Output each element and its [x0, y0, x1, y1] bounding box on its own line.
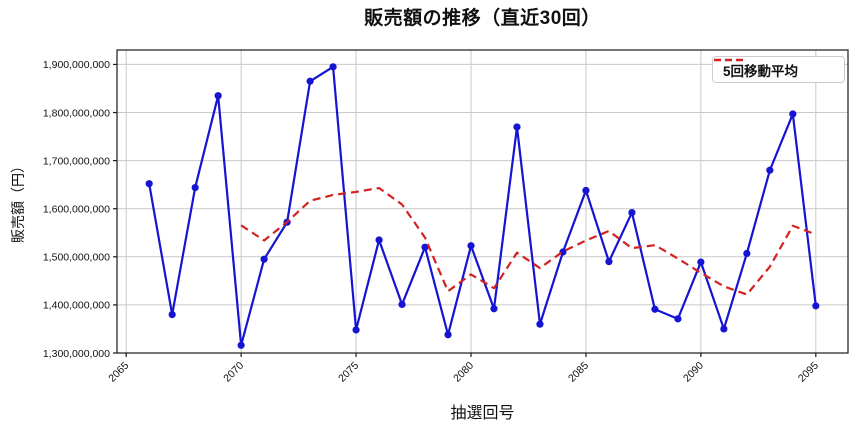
data-point	[651, 305, 659, 313]
x-tick-label: 2090	[681, 360, 706, 385]
data-point	[743, 249, 751, 258]
data-point	[260, 255, 268, 263]
data-point	[375, 236, 383, 244]
data-point	[237, 341, 245, 349]
data-point	[513, 123, 521, 131]
x-tick-label: 2070	[221, 360, 246, 385]
y-tick-label: 1,600,000,000	[43, 204, 110, 216]
data-point	[789, 110, 797, 118]
x-axis-label: 抽選回号	[450, 405, 515, 422]
y-tick-label: 1,700,000,000	[43, 155, 110, 167]
data-point	[467, 242, 475, 250]
data-point	[536, 320, 544, 328]
x-tick-label: 2085	[566, 360, 591, 385]
y-tick-label: 1,300,000,000	[43, 348, 110, 360]
data-point	[306, 77, 314, 85]
plot-border	[116, 49, 849, 354]
data-point	[191, 183, 199, 192]
x-tick-label: 2075	[336, 360, 361, 385]
data-point	[329, 63, 337, 71]
data-point	[812, 302, 820, 310]
data-point	[398, 300, 406, 309]
x-tick-label: 2095	[796, 360, 821, 385]
y-tick-label: 1,900,000,000	[43, 59, 110, 71]
y-tick-label: 1,400,000,000	[43, 300, 110, 312]
chart-title: 販売額の推移（直近30回）	[364, 8, 601, 29]
data-point	[766, 166, 774, 174]
data-point	[674, 315, 682, 323]
data-point	[697, 258, 705, 266]
data-point	[628, 208, 636, 217]
x-tick-label: 2065	[106, 360, 131, 385]
data-point	[168, 310, 176, 319]
data-point	[582, 186, 590, 195]
legend-item-label: 5回移動平均	[723, 63, 799, 79]
data-point	[421, 243, 429, 251]
y-tick-label: 1,800,000,000	[43, 107, 110, 119]
data-point	[720, 325, 728, 333]
data-point	[444, 331, 452, 339]
data-point	[145, 180, 153, 188]
data-point	[605, 258, 613, 266]
y-tick-label: 1,500,000,000	[43, 252, 110, 264]
data-point	[352, 326, 360, 334]
x-tick-label: 2080	[451, 360, 476, 385]
sales-line	[148, 65, 817, 347]
data-point	[490, 305, 498, 313]
data-point	[214, 92, 222, 100]
legend-dashed-line-icon	[714, 58, 745, 62]
moving-average-line	[240, 186, 817, 296]
legend: 5回移動平均	[712, 56, 845, 83]
